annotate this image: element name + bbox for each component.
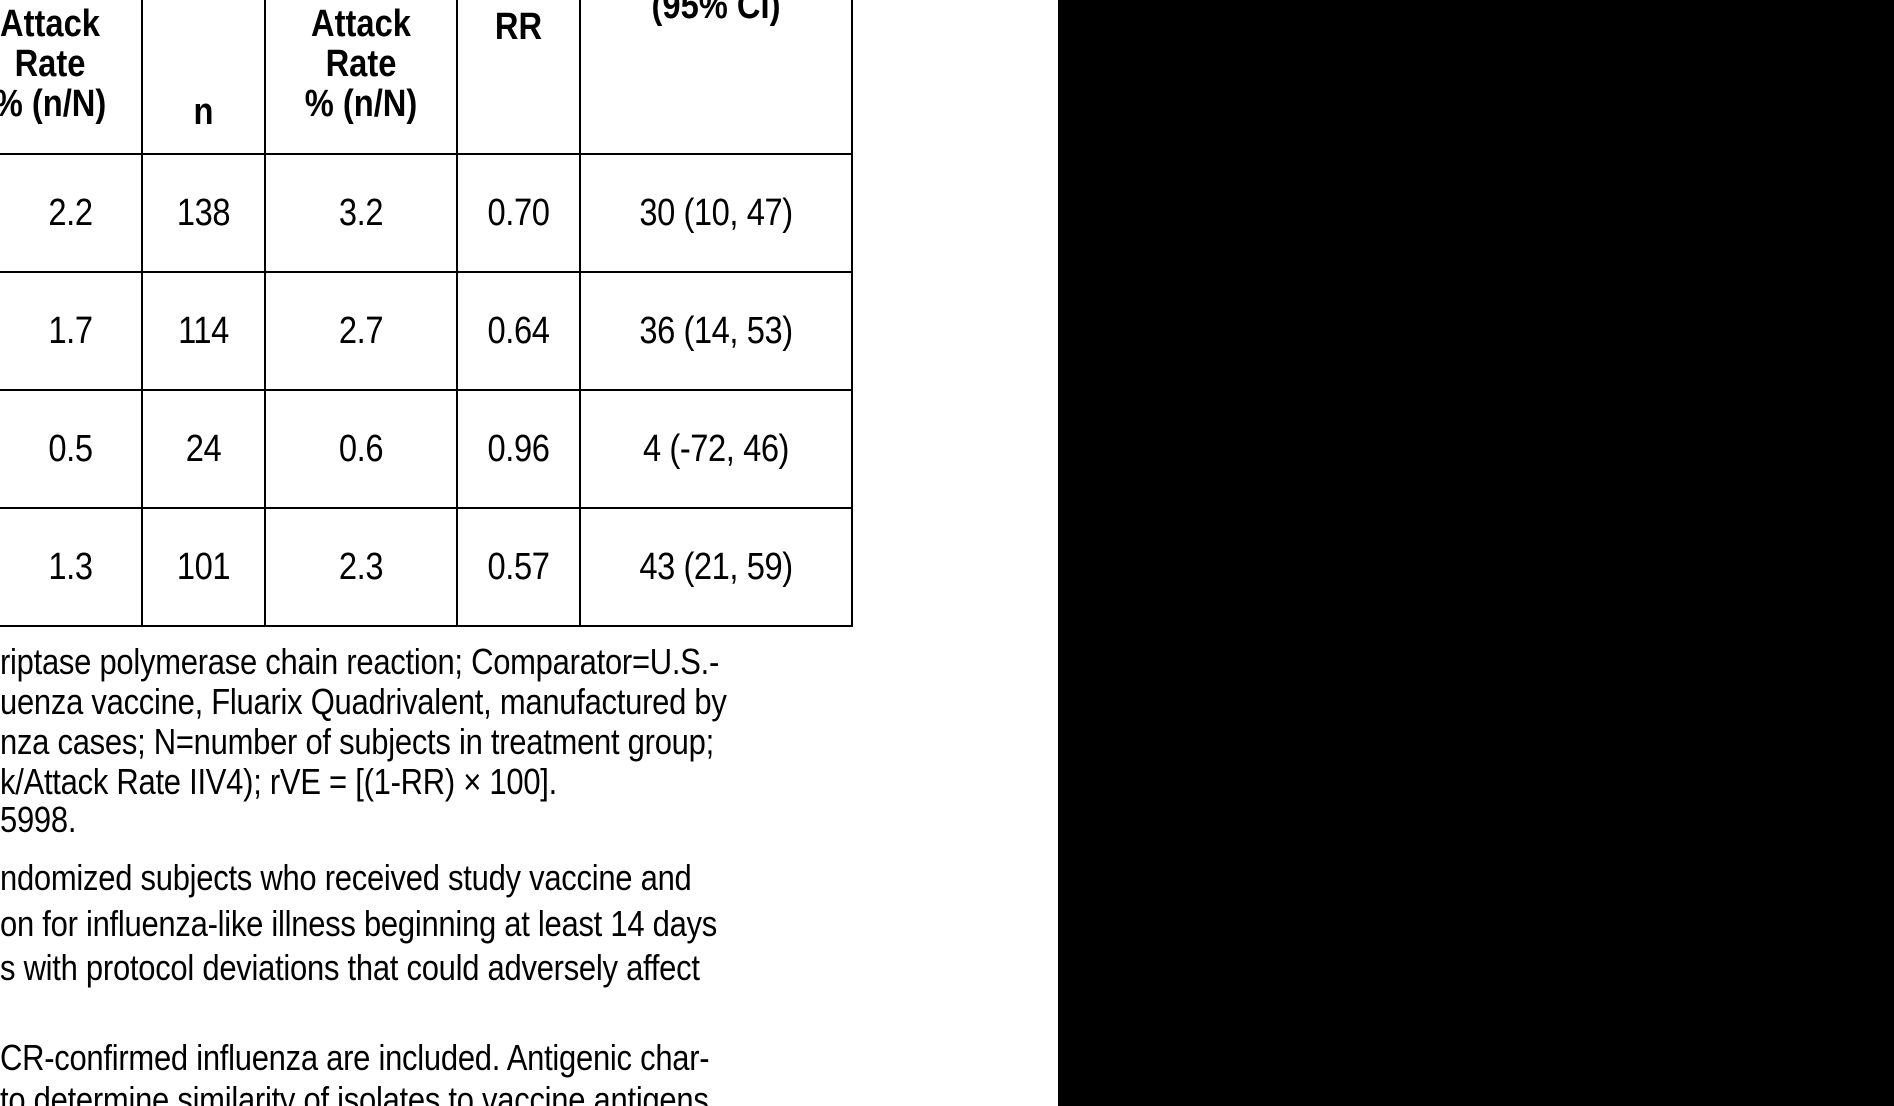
- table-gridline: [0, 507, 853, 509]
- header-line: RR: [494, 6, 543, 48]
- cell-rr: 0.96: [487, 428, 550, 470]
- footnote-line: on for influenza-like illness beginning …: [0, 903, 717, 944]
- cell-ci: 30 (10, 47): [639, 192, 793, 234]
- cell-ci: 36 (14, 53): [639, 310, 793, 352]
- cell-n: 101: [176, 546, 231, 588]
- cell-rr: 0.57: [487, 546, 550, 588]
- table-gridline: [141, 0, 143, 627]
- cell-attack-left: 1.3: [48, 546, 93, 588]
- header-attack-rate-right: Attack Rate % (n/N): [279, 4, 442, 124]
- cell-ci: 43 (21, 59): [639, 546, 793, 588]
- footnote-line: CR-confirmed influenza are included. Ant…: [0, 1037, 710, 1078]
- table-gridline: [264, 0, 266, 627]
- table-gridline: [0, 625, 853, 627]
- header-line: % (n/N): [0, 83, 107, 125]
- cell-ci: 4 (-72, 46): [642, 428, 790, 470]
- header-line: Rate: [14, 43, 86, 85]
- table-gridline: [0, 153, 853, 155]
- table-gridline: [0, 271, 853, 273]
- cell-attack-right: 3.2: [338, 192, 384, 234]
- header-attack-rate-left: Attack Rate % (n/N): [0, 4, 127, 124]
- cell-attack-left: 1.7: [48, 310, 93, 352]
- footnote-line: s with protocol deviations that could ad…: [0, 947, 700, 988]
- cell-attack-right: 0.6: [338, 428, 384, 470]
- header-line: n: [193, 91, 214, 133]
- footnote-line: nza cases; N=number of subjects in treat…: [0, 721, 714, 762]
- cell-attack-left: 0.5: [48, 428, 93, 470]
- cell-n: 114: [178, 310, 229, 352]
- cell-rr: 0.70: [487, 192, 550, 234]
- header-line: % (n/N): [304, 83, 418, 125]
- cell-n: 24: [185, 428, 222, 470]
- cell-attack-right: 2.7: [338, 310, 384, 352]
- footnote-line: riptase polymerase chain reaction; Compa…: [0, 641, 720, 682]
- cell-n: 138: [176, 192, 231, 234]
- table-gridline: [851, 0, 853, 627]
- header-n: n: [151, 92, 255, 132]
- table-gridline: [456, 0, 458, 627]
- table-gridline: [579, 0, 581, 627]
- footnote-line: k/Attack Rate IIV4); rVE = [(1-RR) × 100…: [0, 761, 557, 802]
- header-line: Attack: [311, 3, 411, 45]
- cell-attack-right: 2.3: [338, 546, 384, 588]
- cell-attack-left: 2.2: [48, 192, 93, 234]
- table-gridline: [0, 389, 853, 391]
- footnote-line: uenza vaccine, Fluarix Quadrivalent, man…: [0, 681, 727, 722]
- footnote-line: to determine similarity of isolates to v…: [0, 1079, 709, 1106]
- footnote-line: 5998.: [0, 799, 77, 840]
- header-line: (95% CI): [651, 0, 781, 27]
- header-rr: RR: [466, 7, 570, 47]
- black-panel: [1058, 0, 1894, 1106]
- footnote-line: ndomized subjects who received study vac…: [0, 857, 692, 898]
- header-line: Attack: [0, 3, 100, 45]
- document-view: Attack Rate % (n/N) n Attack Rate % (n/N…: [0, 0, 853, 1106]
- cell-rr: 0.64: [487, 310, 550, 352]
- header-line: Rate: [325, 43, 397, 85]
- header-ci: (95% CI): [600, 0, 832, 26]
